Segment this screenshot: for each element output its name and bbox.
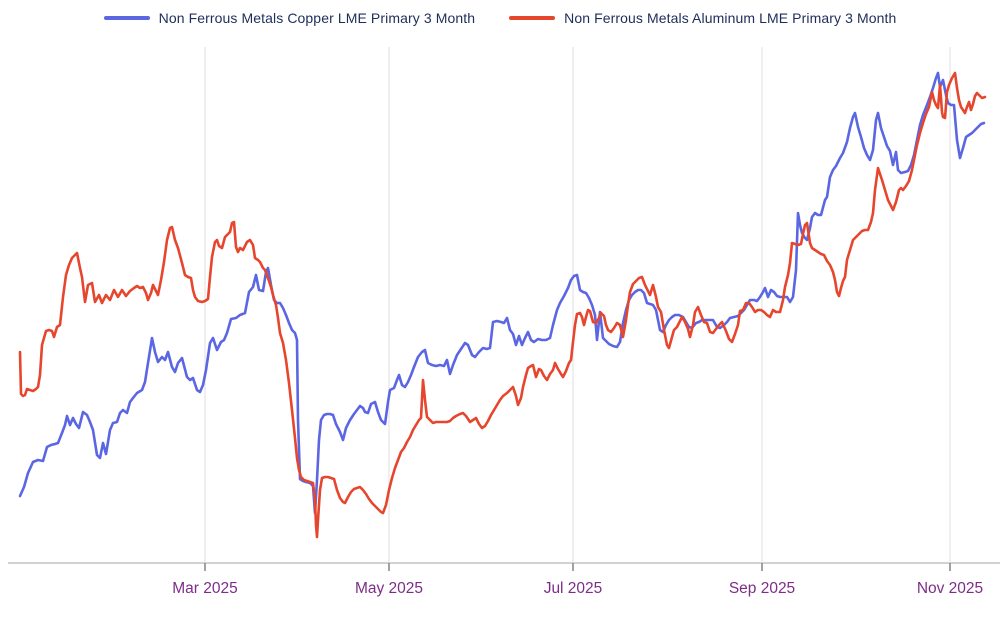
chart-legend: Non Ferrous Metals Copper LME Primary 3 … <box>0 10 1000 26</box>
x-axis-tick-label: Jul 2025 <box>544 580 603 597</box>
legend-item-copper[interactable]: Non Ferrous Metals Copper LME Primary 3 … <box>103 10 476 26</box>
x-axis-tick-label: Mar 2025 <box>172 580 237 597</box>
copper-series-line[interactable] <box>18 71 986 515</box>
x-axis-tick-label: Sep 2025 <box>729 580 795 597</box>
aluminum-series-label: Non Ferrous Metals Aluminum LME Primary … <box>564 10 897 26</box>
x-axis-tick-label: Nov 2025 <box>917 580 983 597</box>
copper-series-label: Non Ferrous Metals Copper LME Primary 3 … <box>158 10 476 26</box>
legend-item-aluminum[interactable]: Non Ferrous Metals Aluminum LME Primary … <box>509 10 896 26</box>
copper-series-swatch <box>103 16 150 20</box>
x-axis-tick-label: May 2025 <box>355 580 423 597</box>
aluminum-series-line[interactable] <box>18 71 987 539</box>
aluminum-series-swatch <box>509 16 556 20</box>
